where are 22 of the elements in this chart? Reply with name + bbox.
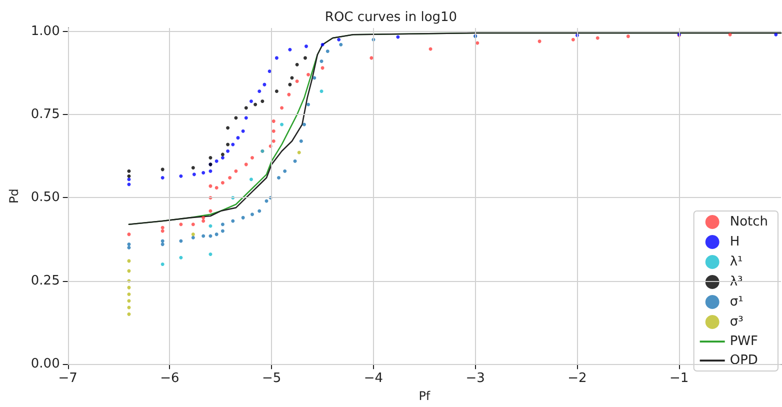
legend-label: H <box>730 234 740 250</box>
x-tick-label: −1 <box>670 371 689 386</box>
legend-label: λ¹ <box>730 254 743 270</box>
x-tick-label: −4 <box>364 371 384 386</box>
y-tick-label: 1.00 <box>30 24 60 39</box>
x-tick-label: −5 <box>262 371 282 386</box>
legend-label: Notch <box>730 214 768 230</box>
y-tick-label: 0.50 <box>30 190 60 206</box>
legend-label: σ¹ <box>730 294 744 310</box>
x-tick-label: −6 <box>160 371 180 386</box>
legend-label: σ³ <box>730 314 744 330</box>
chart-title: ROC curves in log10 <box>324 10 458 25</box>
legend-label: OPD <box>730 353 758 368</box>
y-tick-label: 0.75 <box>30 107 60 122</box>
y-tick-label: 0.25 <box>30 273 60 288</box>
y-axis-title: Pd <box>7 188 21 204</box>
x-tick-label: −7 <box>58 371 78 386</box>
y-tick-label: 0.00 <box>30 356 60 372</box>
x-tick-label: −2 <box>568 371 587 386</box>
legend-label: PWF <box>730 334 758 349</box>
x-tick-label: −3 <box>466 371 485 386</box>
x-axis-title: Pf <box>418 389 431 403</box>
